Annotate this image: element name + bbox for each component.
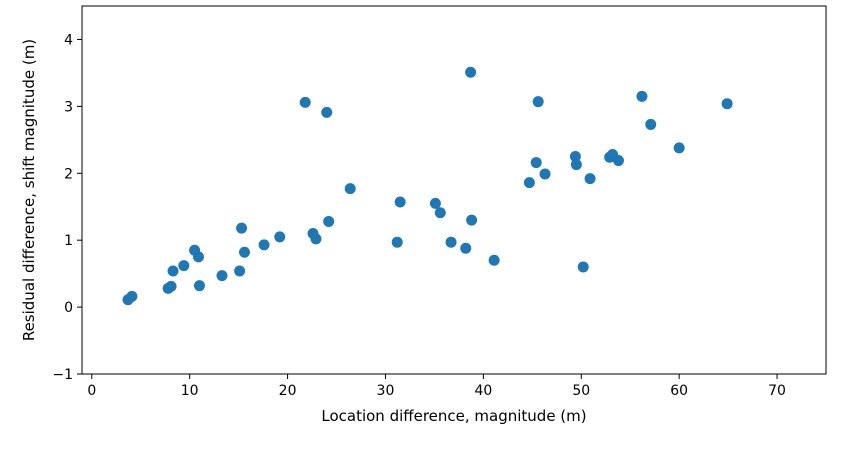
data-point [258,239,270,251]
data-point [584,173,596,185]
y-tick-label: 2 [64,166,73,182]
x-axis-ticks: 0 10 20 30 40 50 60 70 [87,374,786,399]
data-point [434,207,446,219]
data-point [539,168,551,180]
x-axis-label: Location difference, magnitude (m) [321,407,586,425]
x-tick-label: 0 [87,383,96,399]
y-tick-label: 0 [64,300,73,316]
data-point [344,183,356,195]
x-tick-label: 30 [377,383,395,399]
y-tick-label: 4 [64,32,73,48]
x-tick-label: 20 [279,383,297,399]
data-point [310,233,322,245]
data-point [193,280,205,292]
plot-area [82,6,826,374]
data-point [165,280,177,292]
y-tick-label: 3 [64,99,73,115]
data-point [530,157,542,169]
data-point [394,196,406,208]
data-point [488,254,500,266]
data-point [570,159,582,171]
y-axis-ticks: −1 0 1 2 3 4 [52,32,82,383]
y-tick-label: −1 [52,367,73,383]
data-point [216,270,228,282]
data-point [429,197,441,209]
y-axis-label: Residual difference, shift magnitude (m) [20,39,38,341]
data-point [577,261,589,273]
data-point [532,96,544,108]
data-point [178,260,190,272]
data-point [523,177,535,189]
data-point [673,142,685,154]
data-point [569,151,581,163]
x-tick-label: 60 [670,383,688,399]
data-point [323,215,335,227]
y-tick-label: 1 [64,233,73,249]
plot-frame [81,5,827,375]
x-tick-label: 70 [768,383,786,399]
data-point [274,231,286,243]
data-point [636,90,648,102]
data-point [612,155,624,167]
data-point [236,222,248,234]
data-points [122,66,733,306]
data-point [239,246,251,258]
data-point [321,106,333,118]
x-tick-label: 10 [181,383,199,399]
data-point [466,214,478,226]
data-point [721,98,733,110]
data-point [234,265,246,277]
data-point [391,236,403,248]
data-point [167,265,179,277]
data-point [126,290,138,302]
x-tick-label: 50 [572,383,590,399]
data-point [192,251,204,263]
data-point [645,118,657,130]
data-point [299,96,311,108]
data-point [445,236,457,248]
data-point [460,242,472,254]
x-tick-label: 40 [474,383,492,399]
data-point [465,66,477,78]
